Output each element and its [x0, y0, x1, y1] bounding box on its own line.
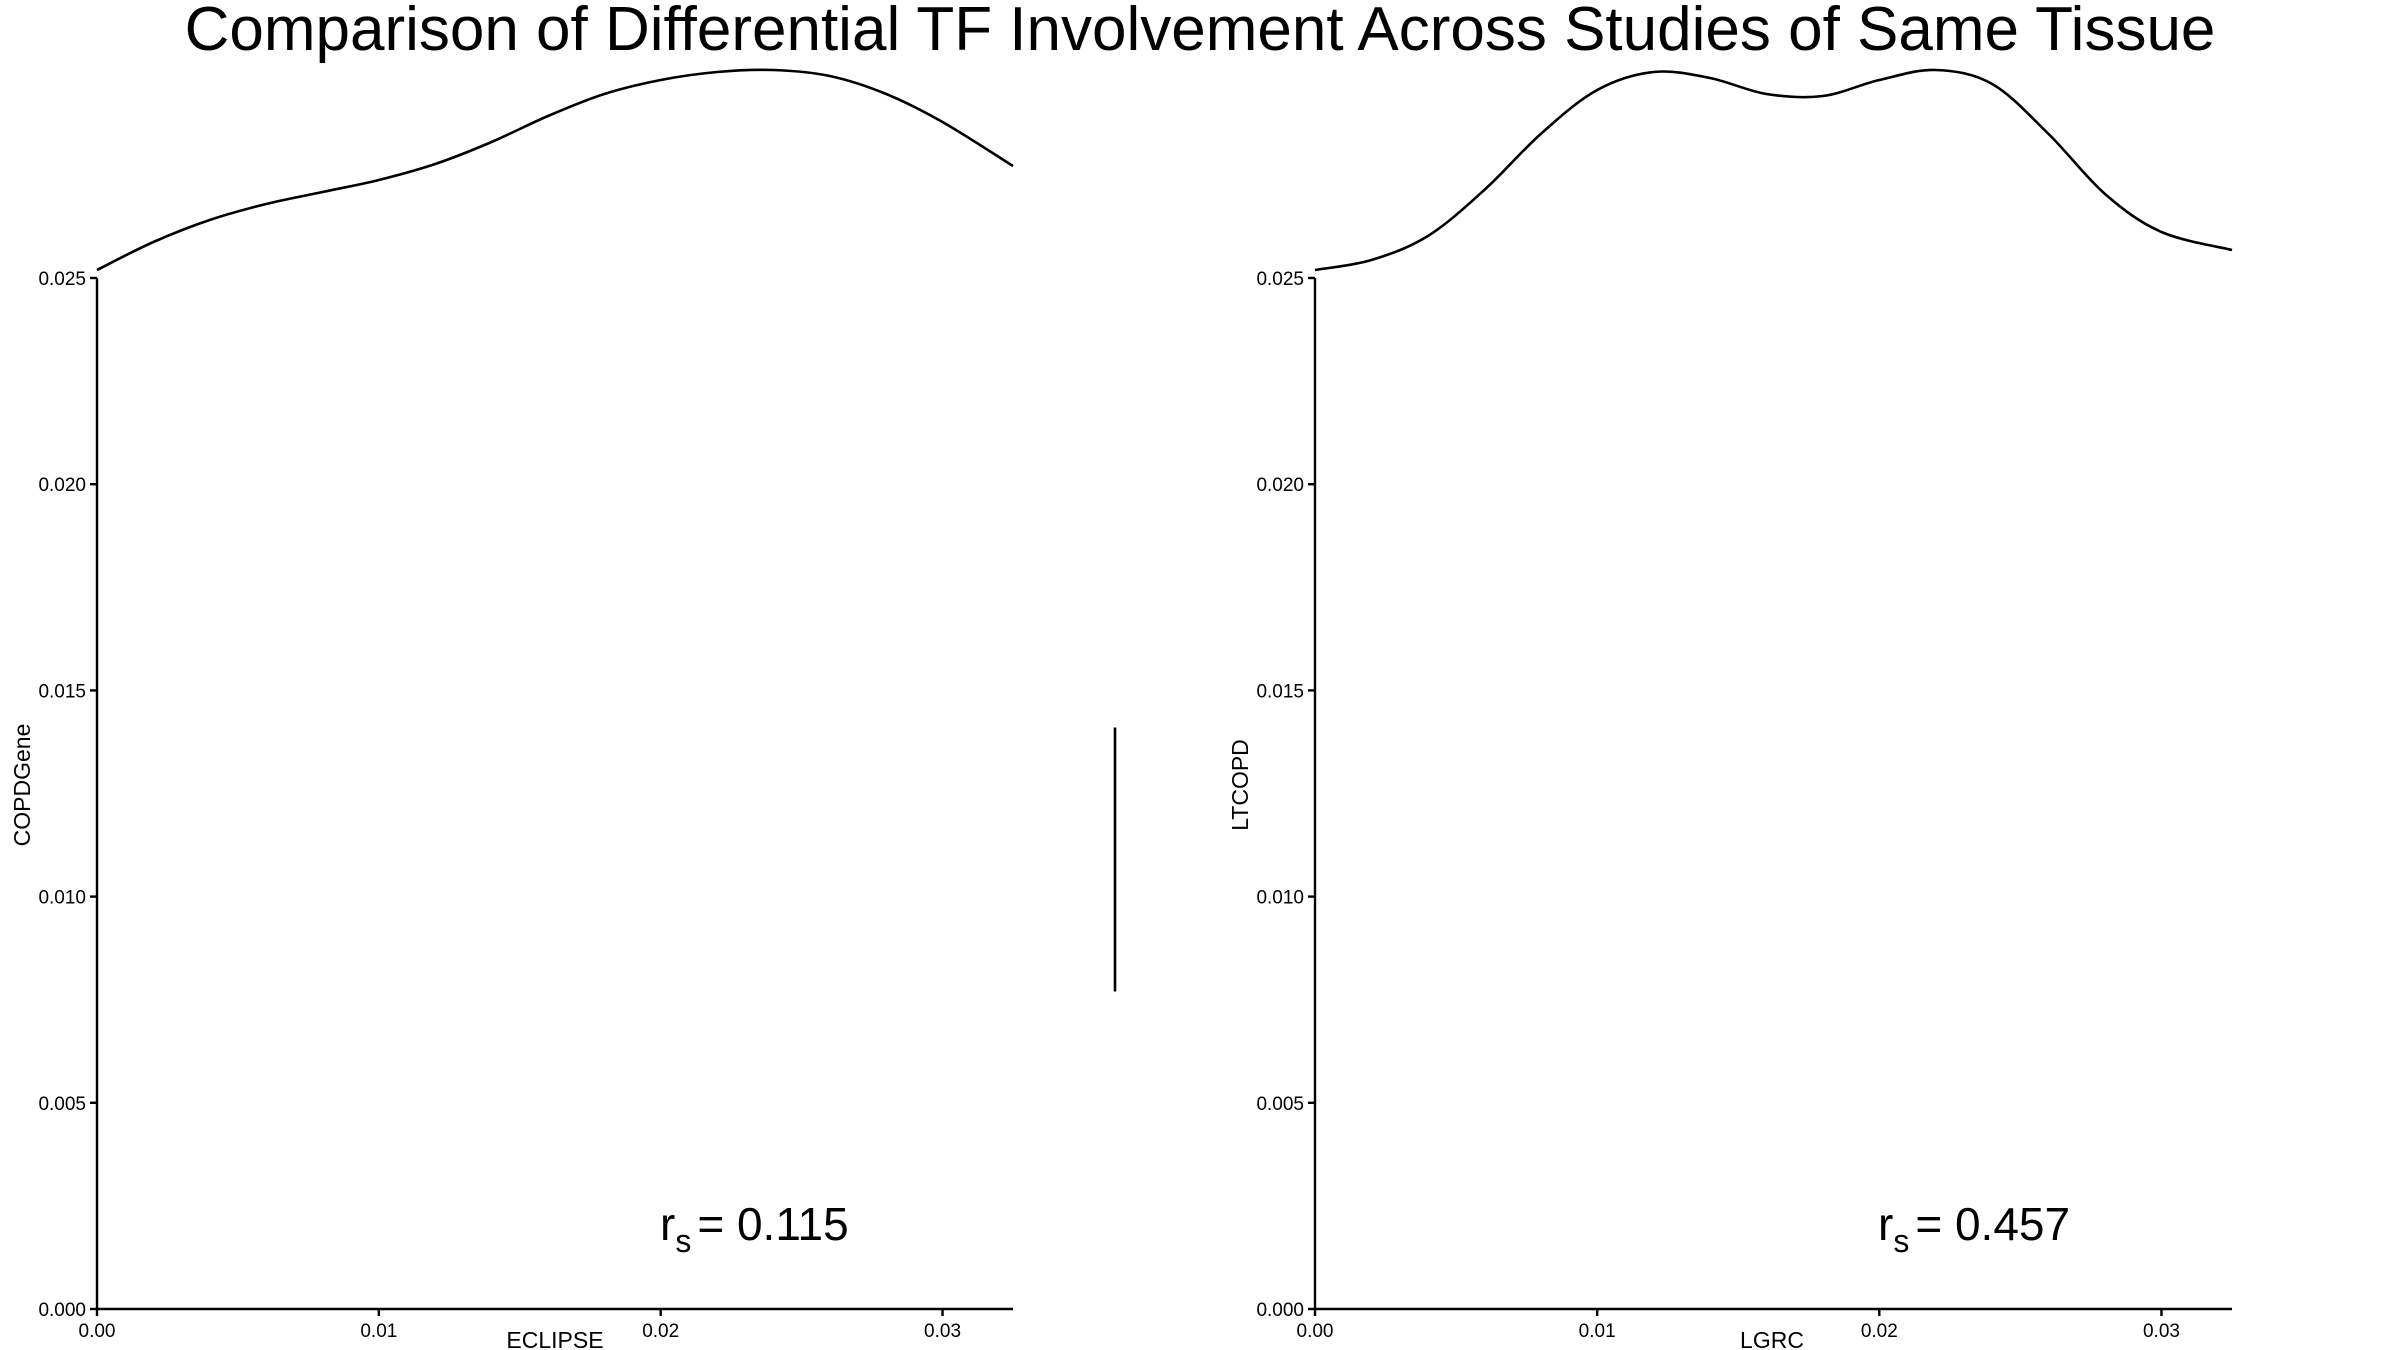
panel-1: 0.00 0.01 0.02 0.03 0.000 0.005 0.010 0.015 0.02…	[9, 68, 1014, 1350]
chart-title: Comparison of Differential TF Involvemen…	[185, 0, 2216, 64]
correlation-annotation: rs = 0.457	[1878, 1198, 2070, 1259]
x-tick-label: 0.00	[79, 1321, 116, 1342]
y-tick-label: 0.020	[38, 475, 86, 496]
y-tick-label: 0.015	[1256, 681, 1304, 702]
y-axis-label: COPDGene	[9, 724, 35, 847]
x-tick-label: 0.00	[1297, 1321, 1334, 1342]
y-tick-label: 0.025	[1256, 269, 1304, 290]
x-axis-label: ECLIPSE	[506, 1327, 603, 1350]
x-tick-label: 0.03	[924, 1321, 961, 1342]
panel-2: 0.00 0.01 0.02 0.03 0.000 0.005 0.010 0.015 0.02…	[1227, 68, 2233, 1350]
y-tick-label: 0.010	[38, 888, 86, 909]
y-tick-label: 0.005	[38, 1094, 86, 1115]
x-tick-label: 0.02	[1861, 1321, 1898, 1342]
y-tick-label: 0.025	[38, 269, 86, 290]
y-tick-label: 0.000	[1256, 1300, 1304, 1321]
marginal-density-curve	[96, 68, 1014, 272]
y-tick-label: 0.010	[1256, 888, 1304, 909]
y-axis-label: LTCOPD	[1227, 739, 1253, 831]
y-tick-label: 0.020	[1256, 475, 1304, 496]
y-tick-label: 0.005	[1256, 1094, 1304, 1115]
marginal-density-curve	[1314, 68, 2233, 272]
x-tick-label: 0.03	[2143, 1321, 2180, 1342]
y-tick-label: 0.000	[38, 1300, 86, 1321]
x-tick-label: 0.01	[1579, 1321, 1616, 1342]
correlation-annotation: rs = 0.115	[660, 1198, 849, 1259]
y-tick-label: 0.015	[38, 681, 86, 702]
x-tick-label: 0.02	[642, 1321, 679, 1342]
x-axis-label: LGRC	[1740, 1327, 1804, 1350]
x-tick-label: 0.01	[360, 1321, 397, 1342]
